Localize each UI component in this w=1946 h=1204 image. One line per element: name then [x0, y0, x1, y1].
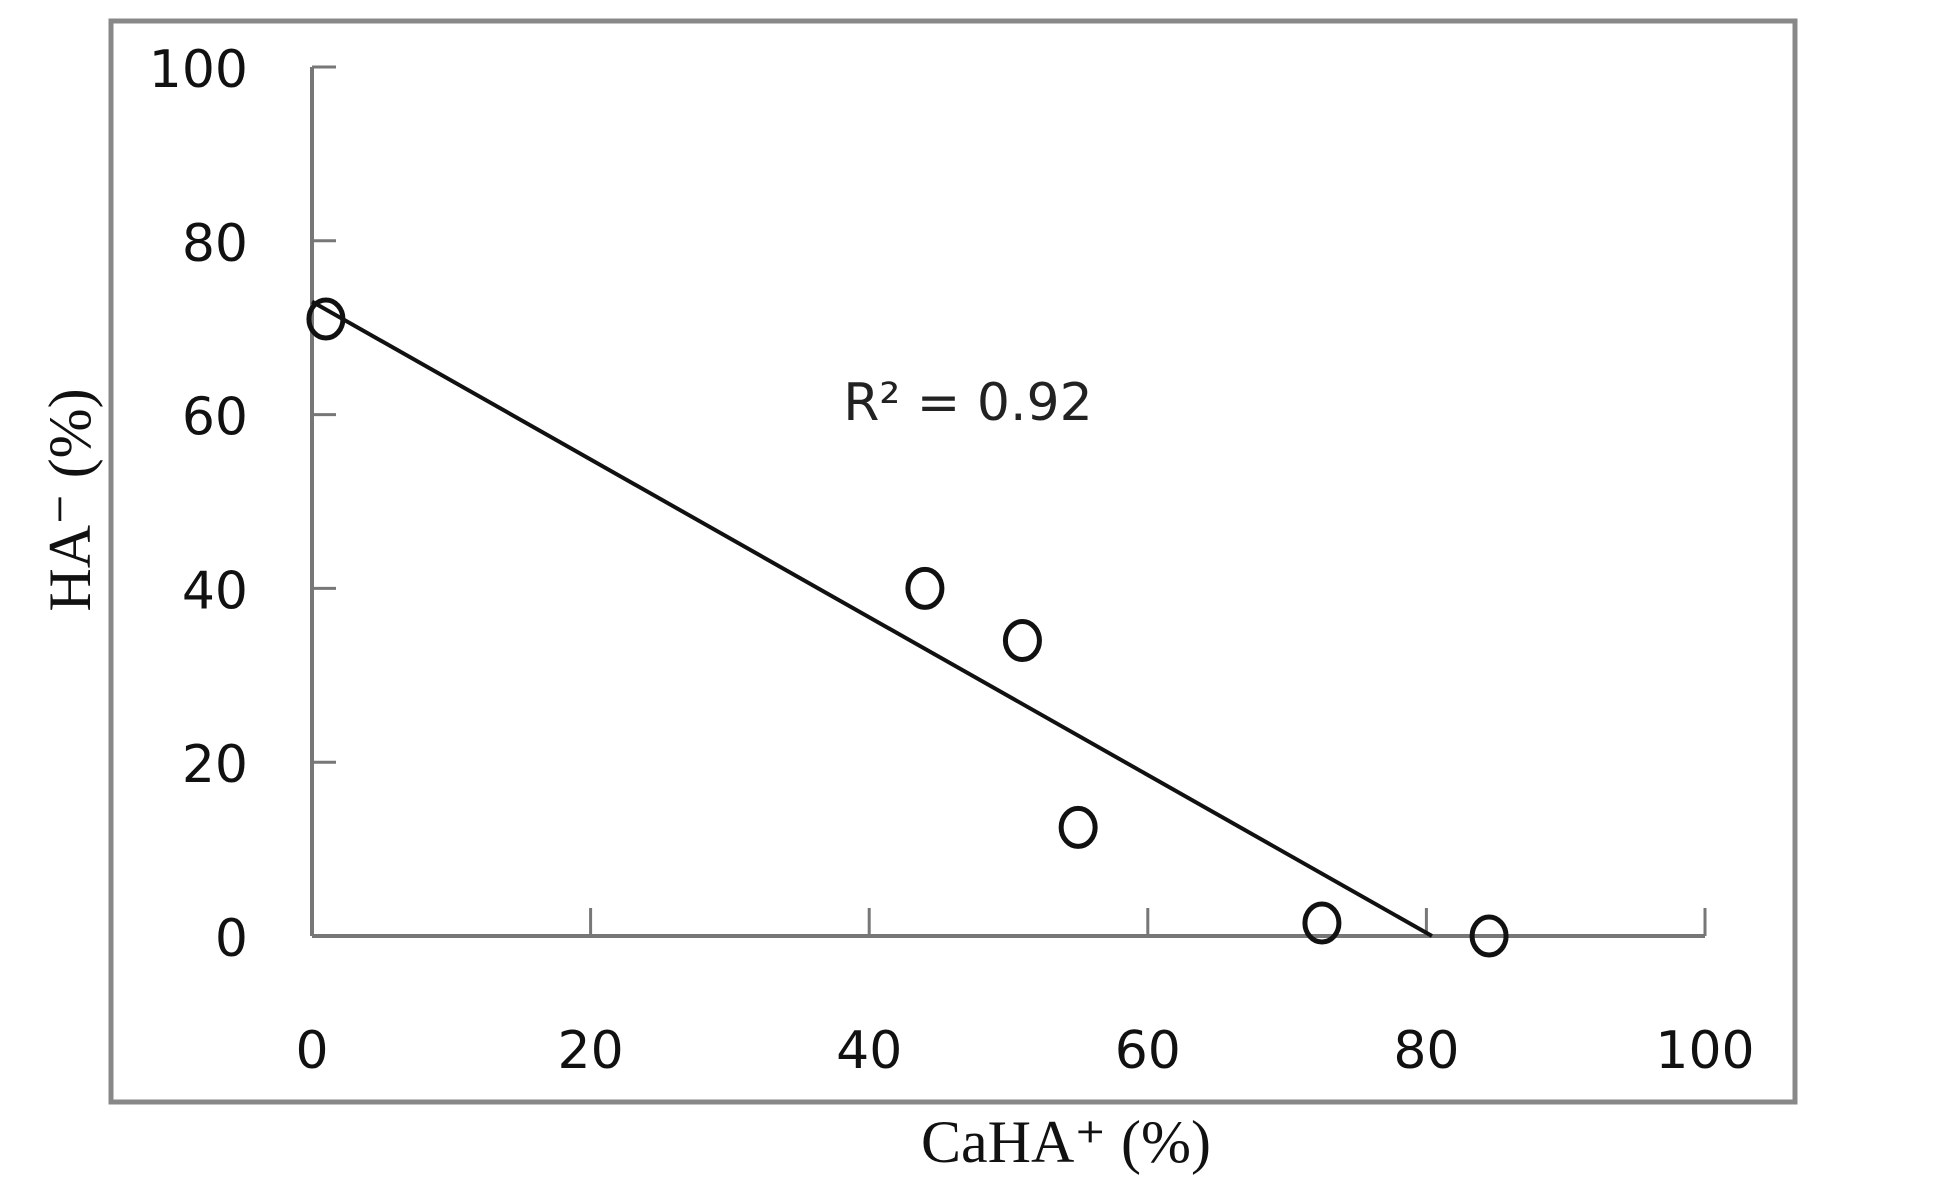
data-point: [905, 566, 945, 610]
r-squared-annotation: R² = 0.92: [843, 373, 1092, 433]
x-tick-label: 60: [1115, 1021, 1181, 1081]
x-tick-label: 20: [558, 1021, 624, 1081]
y-axis-label: HA⁻ (%): [37, 388, 103, 611]
x-tick-label: 80: [1393, 1021, 1459, 1081]
y-tick-label: 80: [182, 214, 248, 274]
trend-line: [311, 299, 1433, 938]
data-point: [1002, 619, 1042, 663]
data-point: [1058, 805, 1098, 849]
y-tick-label: 60: [182, 388, 248, 448]
chart-frame: [108, 18, 1798, 1105]
x-tick-label: 40: [836, 1021, 902, 1081]
y-tick-label: 0: [215, 909, 248, 969]
data-point: [1302, 901, 1342, 945]
x-tick-label: 100: [1655, 1021, 1754, 1081]
y-tick-label: 40: [182, 561, 248, 621]
y-tick-label: 100: [149, 40, 248, 100]
y-tick-label: 20: [182, 735, 248, 795]
data-point: [1469, 914, 1509, 958]
x-tick-label: 0: [295, 1021, 328, 1081]
x-axis-label: CaHA⁺ (%): [921, 1109, 1211, 1175]
data-point: [306, 297, 346, 341]
